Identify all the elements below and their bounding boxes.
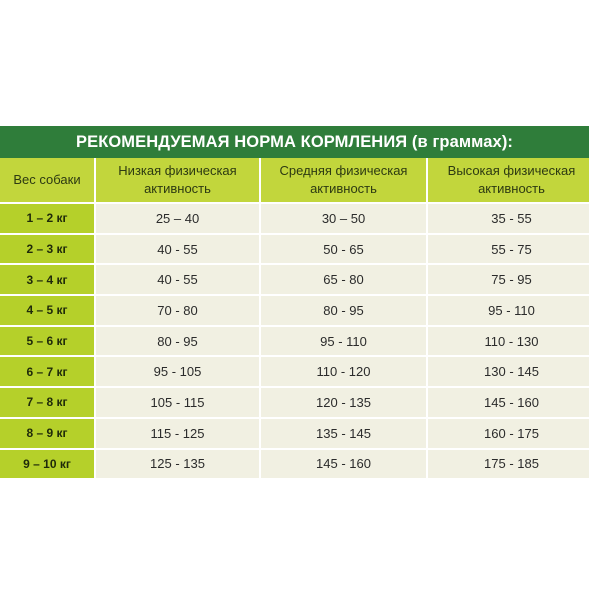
cell-low: 105 - 115: [96, 388, 259, 417]
cell-mid: 50 - 65: [261, 234, 426, 264]
cell-low: 40 - 55: [96, 234, 259, 264]
cell-high: 145 - 160: [428, 388, 589, 417]
row-weight: 3 – 4 кг: [0, 265, 94, 295]
row-weight: 1 – 2 кг: [0, 204, 94, 233]
header-weight: Вес собаки: [0, 158, 94, 202]
row-weight: 9 – 10 кг: [0, 449, 94, 479]
row-weight: 4 – 5 кг: [0, 296, 94, 325]
header-high-line2: активность: [478, 181, 545, 196]
header-high-activity: Высокая физическая активность: [428, 158, 589, 202]
header-low-activity: Низкая физическая активность: [96, 158, 259, 202]
cell-high: 160 - 175: [428, 418, 589, 448]
cell-mid: 95 - 110: [261, 326, 426, 356]
cell-high: 55 - 75: [428, 234, 589, 264]
cell-low: 80 - 95: [96, 326, 259, 356]
cell-mid: 80 - 95: [261, 296, 426, 325]
header-weight-label: Вес собаки: [13, 172, 81, 188]
feeding-table: РЕКОМЕНДУЕМАЯ НОРМА КОРМЛЕНИЯ (в граммах…: [0, 126, 589, 479]
row-weight: 2 – 3 кг: [0, 234, 94, 264]
cell-low: 70 - 80: [96, 296, 259, 325]
cell-mid: 135 - 145: [261, 418, 426, 448]
row-weight: 8 – 9 кг: [0, 418, 94, 448]
header-low-line2: активность: [144, 181, 211, 196]
cell-high: 110 - 130: [428, 326, 589, 356]
cell-low: 125 - 135: [96, 449, 259, 479]
cell-mid: 65 - 80: [261, 265, 426, 295]
header-high-line1: Высокая физическая: [447, 163, 576, 179]
table-grid: Вес собаки Низкая физическая активность …: [0, 158, 589, 479]
header-mid-line1: Средняя физическая: [279, 163, 408, 179]
header-mid-activity: Средняя физическая активность: [261, 158, 426, 202]
cell-low: 40 - 55: [96, 265, 259, 295]
header-low-line1: Низкая физическая: [118, 163, 237, 179]
cell-high: 75 - 95: [428, 265, 589, 295]
table-title: РЕКОМЕНДУЕМАЯ НОРМА КОРМЛЕНИЯ (в граммах…: [0, 126, 589, 158]
header-mid-line2: активность: [310, 181, 377, 196]
row-weight: 6 – 7 кг: [0, 357, 94, 387]
cell-low: 115 - 125: [96, 418, 259, 448]
cell-low: 95 - 105: [96, 357, 259, 387]
cell-high: 175 - 185: [428, 449, 589, 479]
cell-mid: 145 - 160: [261, 449, 426, 479]
row-weight: 5 – 6 кг: [0, 326, 94, 356]
cell-mid: 110 - 120: [261, 357, 426, 387]
row-weight: 7 – 8 кг: [0, 388, 94, 417]
cell-low: 25 – 40: [96, 204, 259, 233]
cell-mid: 30 – 50: [261, 204, 426, 233]
cell-high: 95 - 110: [428, 296, 589, 325]
cell-mid: 120 - 135: [261, 388, 426, 417]
cell-high: 35 - 55: [428, 204, 589, 233]
cell-high: 130 - 145: [428, 357, 589, 387]
